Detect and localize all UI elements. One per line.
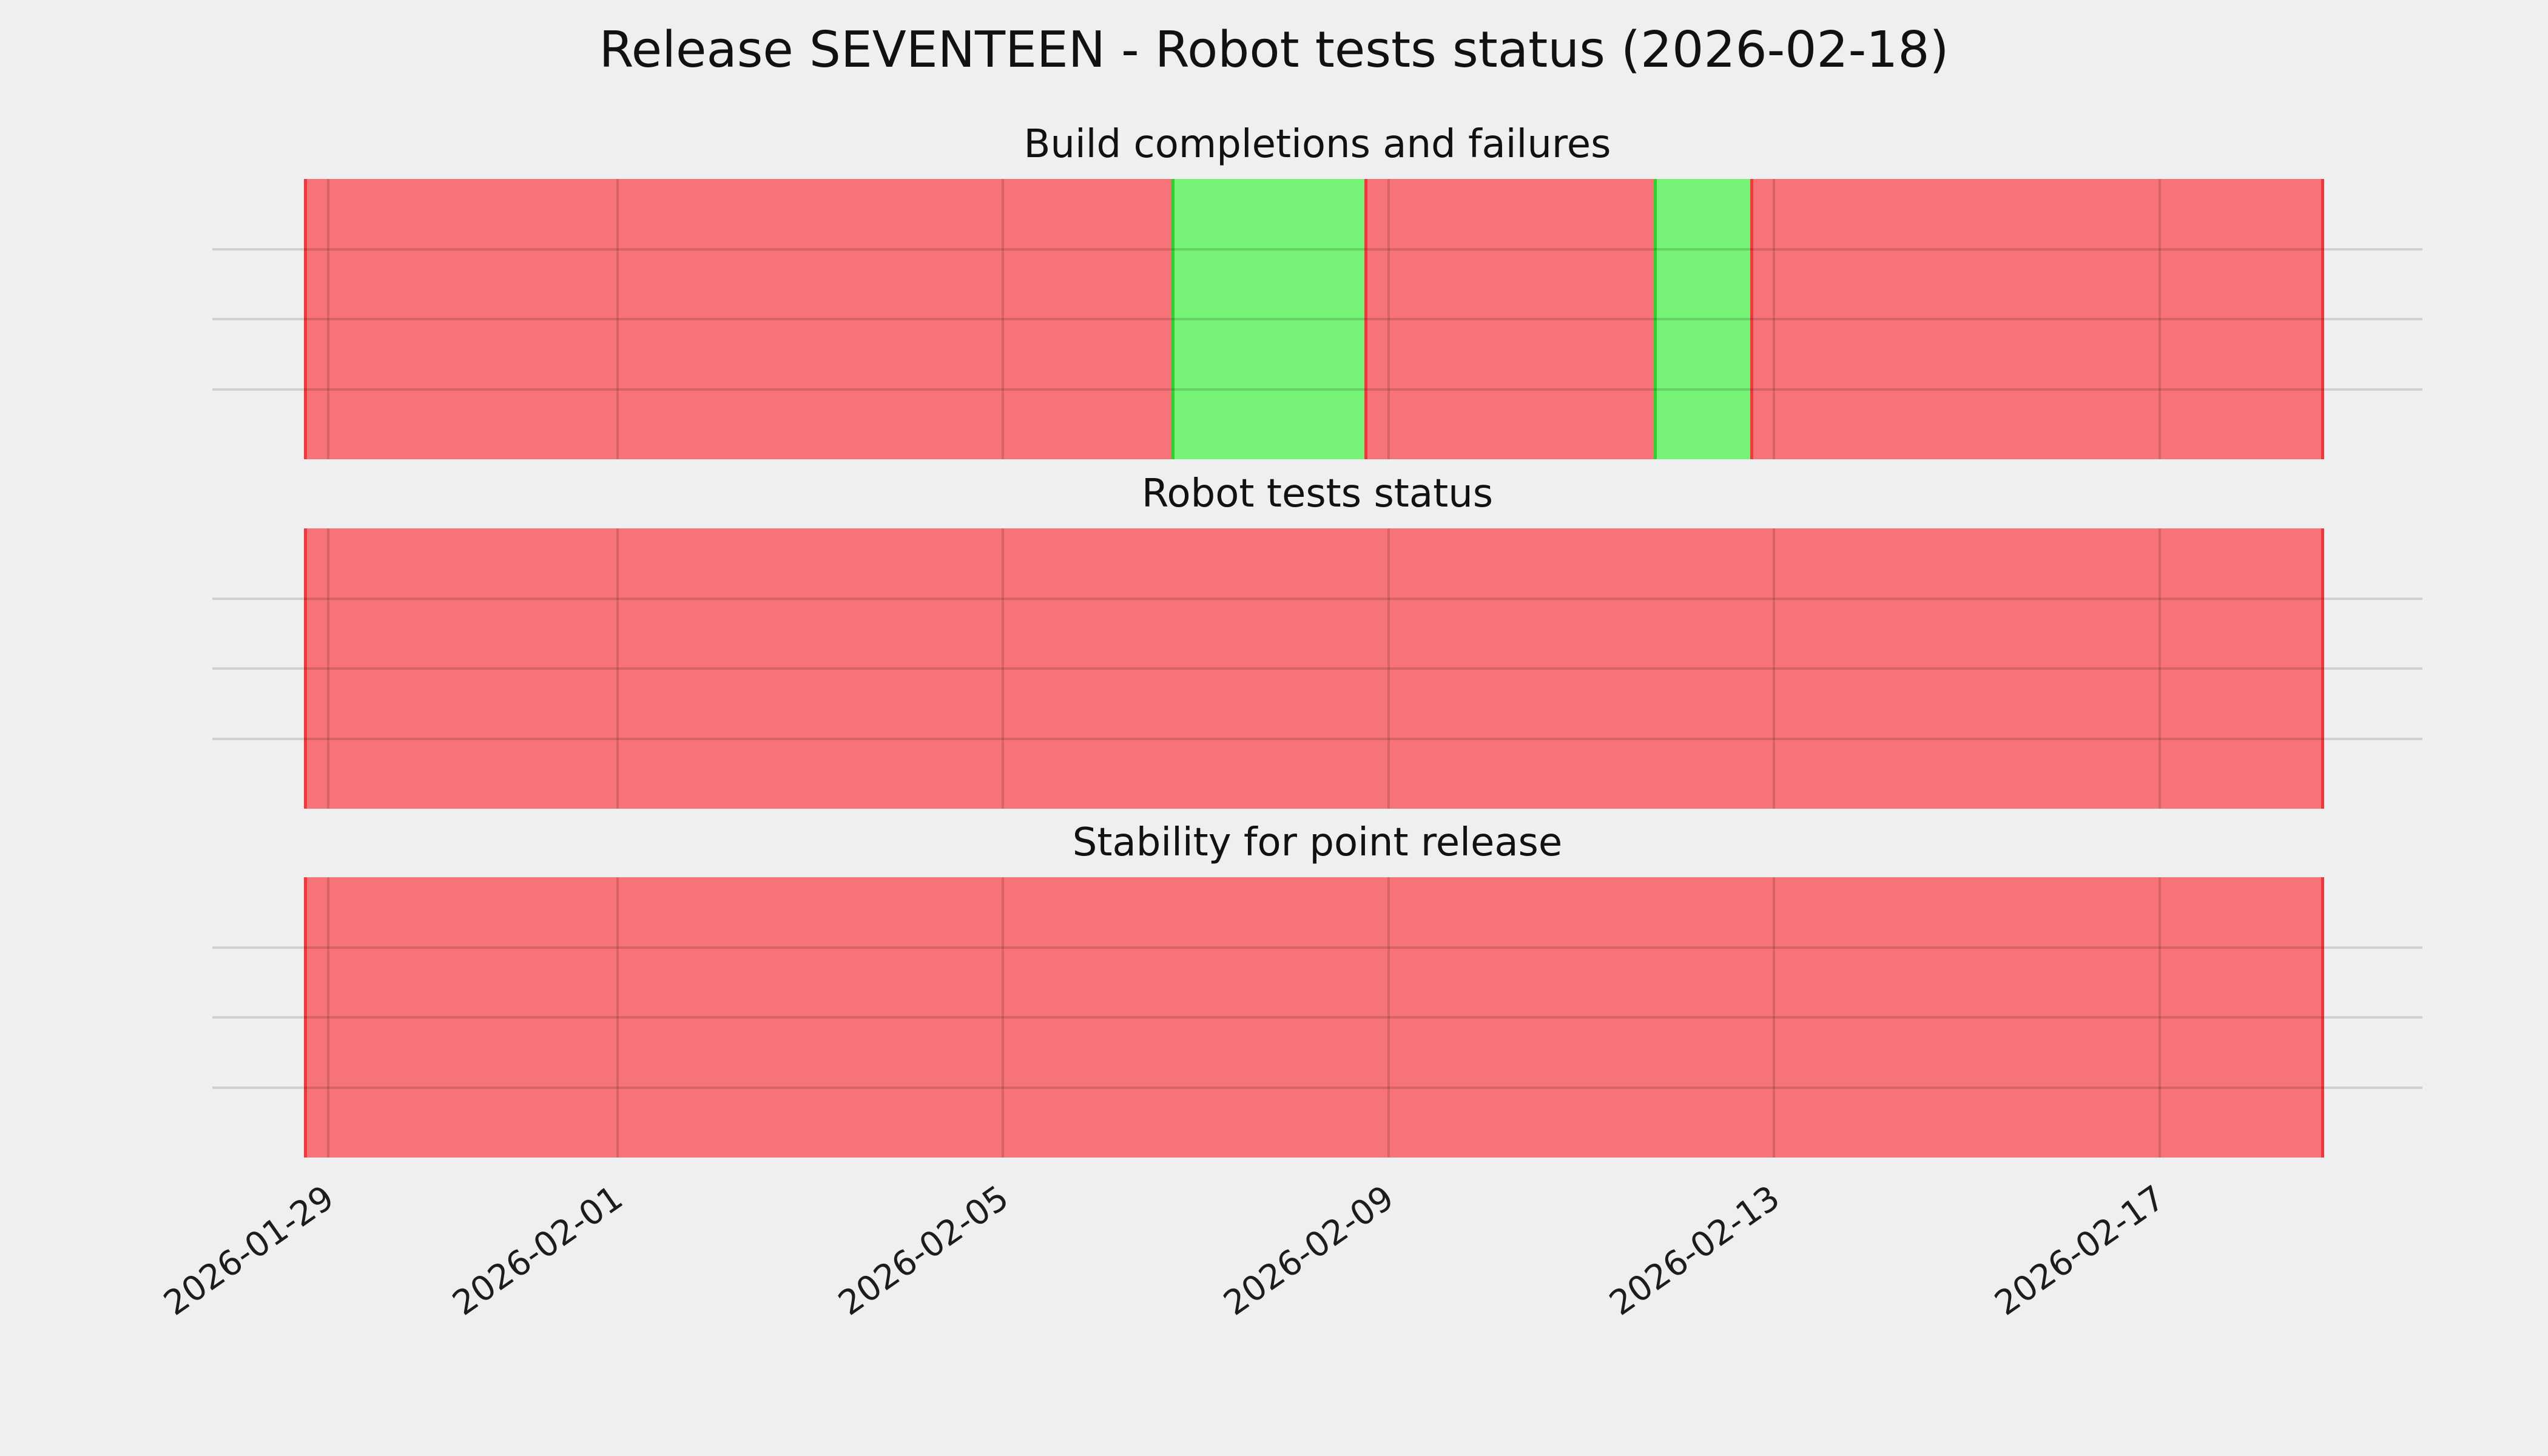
segment-fail	[304, 528, 2325, 809]
y-gridline	[212, 388, 2422, 391]
x-gridline	[616, 528, 619, 809]
y-gridline	[212, 318, 2422, 320]
x-tick-label: 2026-02-13	[1602, 1178, 1787, 1324]
x-gridline	[2158, 528, 2161, 809]
segment-pass	[1653, 179, 1750, 459]
x-tick-label: 2026-02-01	[445, 1178, 630, 1324]
x-gridline	[1387, 877, 1390, 1158]
x-gridline	[1002, 528, 1005, 809]
x-tick-label: 2026-01-29	[157, 1178, 341, 1324]
x-gridline	[1387, 179, 1390, 459]
y-gridline	[212, 737, 2422, 740]
y-gridline	[212, 1016, 2422, 1019]
segment-fail	[1364, 179, 1654, 459]
subplot-title-stability: Stability for point release	[1072, 820, 1563, 865]
x-gridline	[1002, 179, 1005, 459]
x-gridline	[1773, 877, 1776, 1158]
y-gridline	[212, 597, 2422, 600]
y-gridline	[212, 1086, 2422, 1089]
y-gridline	[212, 248, 2422, 251]
subplot-title-robot-tests: Robot tests status	[1141, 471, 1494, 516]
x-gridline	[616, 877, 619, 1158]
y-gridline	[212, 667, 2422, 670]
chart-title: Release SEVENTEEN - Robot tests status (…	[599, 21, 1949, 79]
x-gridline	[1387, 528, 1390, 809]
x-gridline	[327, 179, 329, 459]
x-gridline	[327, 528, 329, 809]
x-tick-label: 2026-02-09	[1216, 1178, 1401, 1324]
y-gridline	[212, 946, 2422, 949]
x-gridline	[2158, 877, 2161, 1158]
x-gridline	[616, 179, 619, 459]
axes-build-completions	[212, 179, 2422, 459]
x-gridline	[327, 877, 329, 1158]
x-gridline	[2158, 179, 2161, 459]
segment-pass	[1171, 179, 1365, 459]
segment-fail	[304, 179, 1172, 459]
x-gridline	[1773, 528, 1776, 809]
segment-fail	[1750, 179, 2325, 459]
x-tick-label: 2026-02-05	[831, 1178, 1016, 1324]
segment-fail	[304, 877, 2325, 1158]
subplot-title-build: Build completions and failures	[1023, 122, 1611, 167]
axes-robot-tests	[212, 528, 2422, 809]
x-gridline	[1002, 877, 1005, 1158]
x-gridline	[1773, 179, 1776, 459]
axes-stability	[212, 877, 2422, 1158]
x-tick-label: 2026-02-17	[1988, 1178, 2172, 1324]
